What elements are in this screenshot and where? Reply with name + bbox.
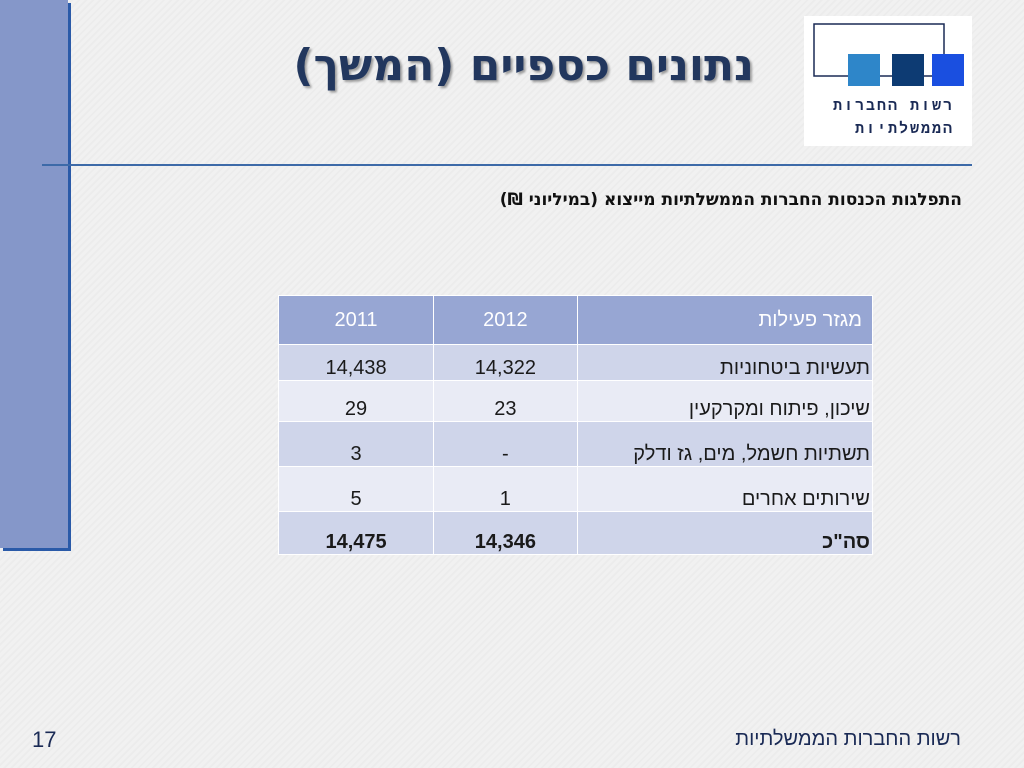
table-row: תשתיות חשמל, מים, גז ודלק - 3 (277, 421, 874, 467)
cell-total-label: סה"כ (576, 511, 874, 555)
logo-square-bright (932, 54, 964, 86)
cell-sector: תשתיות חשמל, מים, גז ודלק (576, 421, 874, 467)
table-caption: התפלגות הכנסות החברות הממשלתיות מייצוא (… (499, 190, 962, 210)
header-2012: 2012 (433, 295, 578, 345)
table-row: שיכון, פיתוח ומקרקעין 23 29 (277, 380, 874, 422)
company-logo: רשות החברות הממשלתיות (804, 16, 972, 146)
logo-graphic (813, 23, 964, 86)
logo-square-light (848, 54, 880, 86)
cell-total-2012: 14,346 (433, 511, 578, 555)
logo-square-dark (892, 54, 924, 86)
table-total-row: סה"כ 14,346 14,475 (277, 511, 874, 555)
cell-2012: 23 (433, 380, 578, 422)
logo-text-line1: רשות החברות (832, 96, 954, 114)
cell-total-2011: 14,475 (277, 511, 435, 555)
cell-2012: 1 (433, 466, 578, 512)
cell-2011: 14,438 (277, 344, 435, 381)
title-divider (42, 164, 972, 166)
cell-sector: תעשיות ביטחוניות (576, 344, 874, 381)
header-2011: 2011 (277, 295, 435, 345)
page-number: 17 (32, 727, 57, 752)
side-accent-bar (0, 0, 68, 548)
footer-text: רשות החברות הממשלתיות (735, 728, 961, 750)
table-header-row: מגזר פעילות 2012 2011 (277, 295, 874, 345)
cell-2011: 5 (277, 466, 435, 512)
cell-2012: 14,322 (433, 344, 578, 381)
table-row: שירותים אחרים 1 5 (277, 466, 874, 512)
cell-sector: שיכון, פיתוח ומקרקעין (576, 380, 874, 422)
cell-2011: 29 (277, 380, 435, 422)
table-row: תעשיות ביטחוניות 14,322 14,438 (277, 344, 874, 381)
cell-sector: שירותים אחרים (576, 466, 874, 512)
header-sector: מגזר פעילות (576, 295, 874, 345)
cell-2011: 3 (277, 421, 435, 467)
slide-title: נתונים כספיים (המשך) (293, 40, 754, 91)
cell-2012: - (433, 421, 578, 467)
export-revenue-table: מגזר פעילות 2012 2011 תעשיות ביטחוניות 1… (277, 295, 874, 555)
logo-text-line2: הממשלתיות (854, 119, 954, 137)
